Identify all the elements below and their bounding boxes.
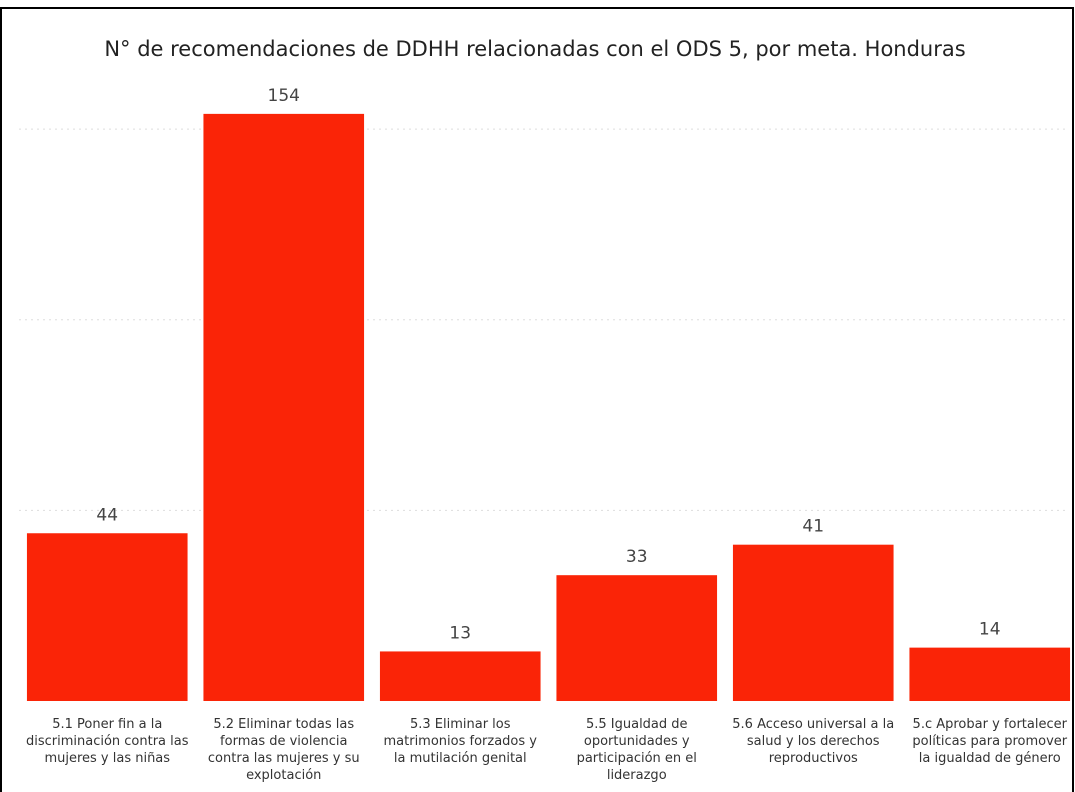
value-label: 33 — [626, 547, 648, 567]
chart-title: N° de recomendaciones de DDHH relacionad… — [104, 37, 965, 61]
bar — [26, 533, 188, 701]
bar — [203, 113, 365, 701]
bar — [909, 647, 1071, 701]
value-label: 41 — [802, 517, 824, 537]
value-label: 14 — [979, 620, 1001, 640]
value-label: 154 — [268, 86, 300, 106]
bar — [556, 575, 718, 701]
value-label: 44 — [96, 505, 118, 525]
chart-border — [0, 7, 1074, 792]
value-label: 13 — [449, 623, 471, 643]
x-tick-label: 5.2 Eliminar todas las formas de violenc… — [207, 717, 360, 783]
x-tick-label: 5.c Aprobar y fortalecer políticas para … — [912, 717, 1068, 766]
bar — [379, 651, 541, 701]
x-tick-label: 5.5 Igualdad de oportunidades y particip… — [576, 717, 697, 783]
bar — [732, 544, 894, 701]
x-tick-label: 5.3 Eliminar los matrimonios forzados y … — [383, 717, 537, 766]
x-tick-label: 5.6 Acceso universal a la salud y los de… — [732, 717, 895, 766]
x-tick-label: 5.1 Poner fin a la discriminación contra… — [25, 717, 189, 766]
